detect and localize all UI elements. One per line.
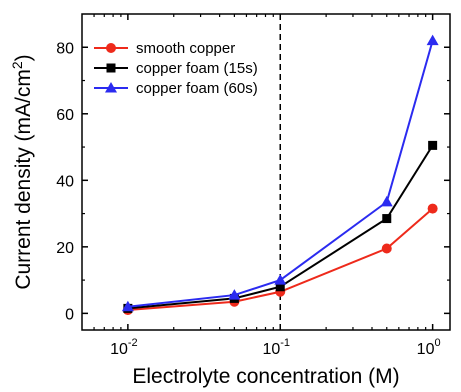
legend-item: copper foam (15s) bbox=[94, 60, 258, 77]
x-tick-base: 10 bbox=[417, 341, 435, 358]
legend-item: copper foam (60s) bbox=[94, 80, 258, 97]
x-tick-exponent: -1 bbox=[280, 337, 290, 349]
legend-label: copper foam (15s) bbox=[136, 60, 258, 77]
y-axis-title-sup: 2 bbox=[9, 61, 25, 69]
data-point bbox=[381, 243, 392, 254]
legend-marker bbox=[106, 63, 116, 73]
legend-label: copper foam (60s) bbox=[136, 80, 258, 97]
x-tick-base: 10 bbox=[110, 341, 128, 358]
legend-marker bbox=[105, 82, 117, 93]
y-axis-title: Current density (mA/cm2) bbox=[9, 54, 35, 289]
data-point bbox=[274, 274, 287, 285]
x-tick-base: 10 bbox=[262, 341, 280, 358]
x-tick-label: 100 bbox=[417, 337, 441, 358]
y-tick-label: 0 bbox=[65, 306, 74, 323]
y-tick-label: 80 bbox=[56, 40, 74, 57]
legend-marker bbox=[106, 43, 116, 53]
y-axis-title-close: ) bbox=[12, 54, 35, 61]
data-point bbox=[228, 289, 241, 300]
data-point bbox=[382, 214, 392, 224]
x-tick-label: 10-2 bbox=[110, 337, 138, 358]
x-axis-title: Electrolyte concentration (M) bbox=[132, 365, 399, 388]
data-point bbox=[121, 300, 134, 312]
data-point bbox=[427, 203, 438, 214]
x-tick-exponent: 0 bbox=[434, 337, 440, 349]
y-axis-title-main: Current density (mA/cm bbox=[12, 69, 35, 290]
data-point bbox=[426, 34, 439, 46]
data-point bbox=[380, 195, 393, 207]
legend: smooth copper copper foam (15s) copper foa… bbox=[94, 40, 258, 97]
series-2 bbox=[121, 34, 439, 312]
y-tick-label: 60 bbox=[56, 107, 74, 124]
legend-item: smooth copper bbox=[94, 40, 235, 57]
data-point bbox=[428, 140, 438, 150]
legend-label: smooth copper bbox=[136, 40, 235, 57]
x-tick-label: 10-1 bbox=[262, 337, 290, 358]
y-tick-label: 40 bbox=[56, 173, 74, 190]
series-layer bbox=[121, 34, 439, 316]
y-tick-label: 20 bbox=[56, 240, 74, 257]
data-point bbox=[275, 282, 285, 292]
x-tick-exponent: -2 bbox=[128, 337, 138, 349]
